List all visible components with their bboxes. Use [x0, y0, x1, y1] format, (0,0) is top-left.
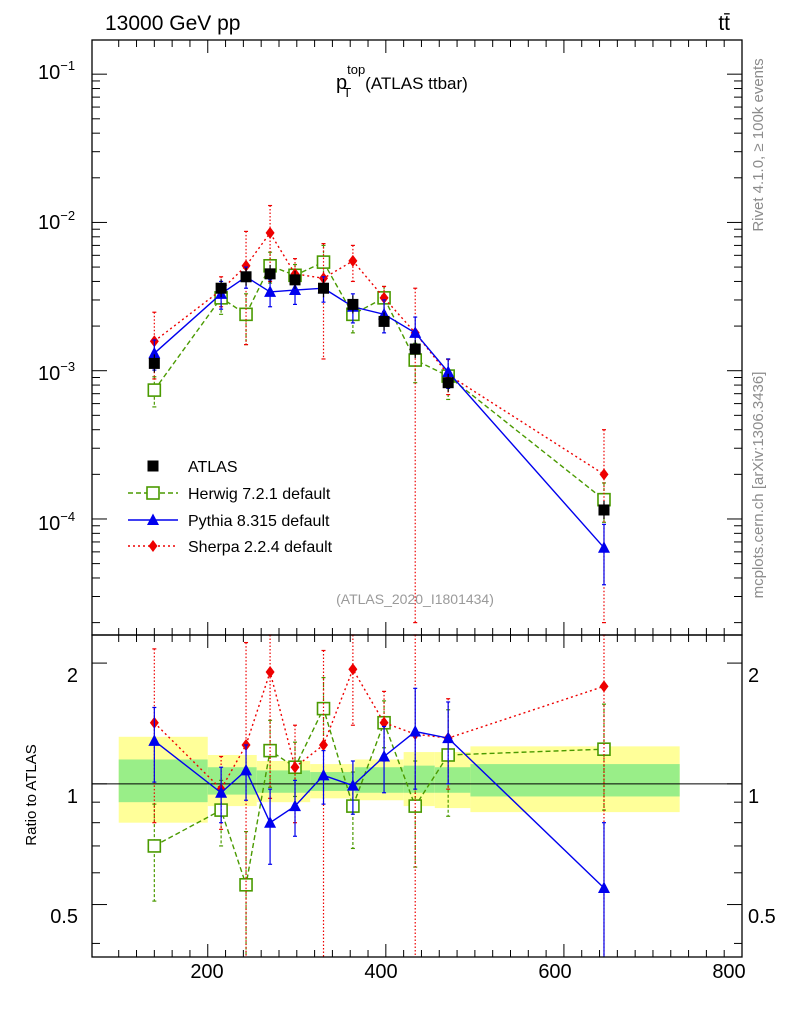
legend-marker-herwig — [146, 486, 160, 500]
ratio-point-sherpa — [379, 716, 389, 729]
main-point-pythia — [148, 346, 161, 359]
ratio-ytick-2-right: 2 — [748, 665, 759, 687]
ratio-point-sherpa — [319, 738, 329, 751]
ratio-point-pythia — [346, 779, 359, 791]
ratio-point-pythia — [409, 725, 422, 737]
legend-label-sherpa: Sherpa 2.2.4 default — [188, 539, 333, 556]
main-point-pythia — [409, 326, 422, 338]
legend-marker-pythia — [147, 513, 159, 525]
legend-marker-sherpa — [148, 540, 158, 552]
main-point-pythia — [264, 285, 277, 297]
main-point-pythia — [597, 541, 610, 553]
ratio-band-inner — [403, 765, 435, 793]
ratio-point-herwig — [147, 839, 162, 853]
plot-title-suffix: (ATLAS ttbar) — [365, 74, 468, 93]
ratio-frame — [91, 634, 743, 958]
main-point-sherpa — [265, 226, 275, 239]
ratio-ytick-1-right: 1 — [748, 786, 759, 808]
process-label: tt̄ — [718, 12, 730, 35]
ratio-point-sherpa — [348, 663, 358, 676]
ratio-ytick-1-left: 1 — [67, 786, 78, 808]
legend-label-pythia: Pythia 8.315 default — [188, 513, 330, 530]
ratio-point-pythia — [289, 799, 302, 812]
main-point-herwig — [147, 383, 162, 397]
ratio-band-inner — [310, 772, 355, 791]
ratio-point-pythia — [597, 881, 610, 893]
xtick-label-400: 400 — [364, 961, 397, 983]
main-point-sherpa — [348, 254, 358, 267]
energy-label: 13000 GeV pp — [105, 12, 240, 35]
ratio-ytick-05-right: 0.5 — [748, 906, 776, 928]
ratio-band-inner — [470, 764, 680, 797]
main-point-sherpa — [379, 291, 389, 304]
ratio-panel — [91, 622, 743, 958]
ratio-point-sherpa — [599, 680, 609, 693]
main-panel — [91, 39, 743, 636]
main-point-sherpa — [241, 259, 251, 272]
legend-marker-atlas — [147, 460, 159, 472]
ratio-point-pythia — [442, 731, 455, 744]
ratio-band-inner — [434, 767, 471, 793]
xtick-label-600: 600 — [538, 961, 571, 983]
legend-label-herwig: Herwig 7.2.1 default — [188, 486, 331, 503]
ratio-point-sherpa — [265, 666, 275, 679]
main-point-pythia — [289, 283, 302, 296]
xtick-label-200: 200 — [190, 961, 223, 983]
ratio-point-sherpa — [290, 761, 300, 774]
ratio-ytick-05-left: 0.5 — [50, 906, 78, 928]
legend: ATLAS Herwig 7.2.1 default Pythia 8.315 … — [128, 459, 333, 556]
main-point-pythia — [442, 365, 455, 378]
ytick-label-1e-3: 10−3 — [38, 359, 75, 385]
ytick-label-1e-1: 10−1 — [38, 58, 75, 84]
ytick-label-1e-2: 10−2 — [38, 208, 75, 234]
plot-title-sup: top — [347, 62, 365, 77]
legend-label-atlas: ATLAS — [188, 459, 238, 476]
ratio-point-pythia — [148, 734, 161, 746]
plot-title: ptop T (ATLAS ttbar) — [336, 62, 468, 100]
ratio-ytick-2-left: 2 — [67, 665, 78, 687]
ytick-label-1e-4: 10−4 — [38, 509, 75, 535]
main-point-sherpa — [599, 468, 609, 481]
ratio-band-inner — [118, 759, 208, 803]
ratio-point-pythia — [215, 786, 228, 798]
main-point-herwig — [239, 307, 253, 322]
ratio-point-pythia — [240, 763, 253, 776]
mcplots-label: mcplots.cern.ch [arXiv:1306.3436] — [750, 372, 767, 599]
ratio-ylabel: Ratio to ATLAS — [23, 744, 40, 845]
xtick-label-800: 800 — [712, 961, 745, 983]
analysis-id-label: (ATLAS_2020_I1801434) — [336, 591, 494, 607]
plot-title-main: p — [336, 72, 347, 94]
ratio-point-pythia — [317, 768, 330, 781]
ratio-point-pythia — [378, 749, 391, 762]
rivet-version-label: Rivet 4.1.0, ≥ 100k events — [750, 58, 767, 231]
plot-title-sub: T — [343, 85, 351, 100]
ratio-point-pythia — [264, 816, 277, 828]
